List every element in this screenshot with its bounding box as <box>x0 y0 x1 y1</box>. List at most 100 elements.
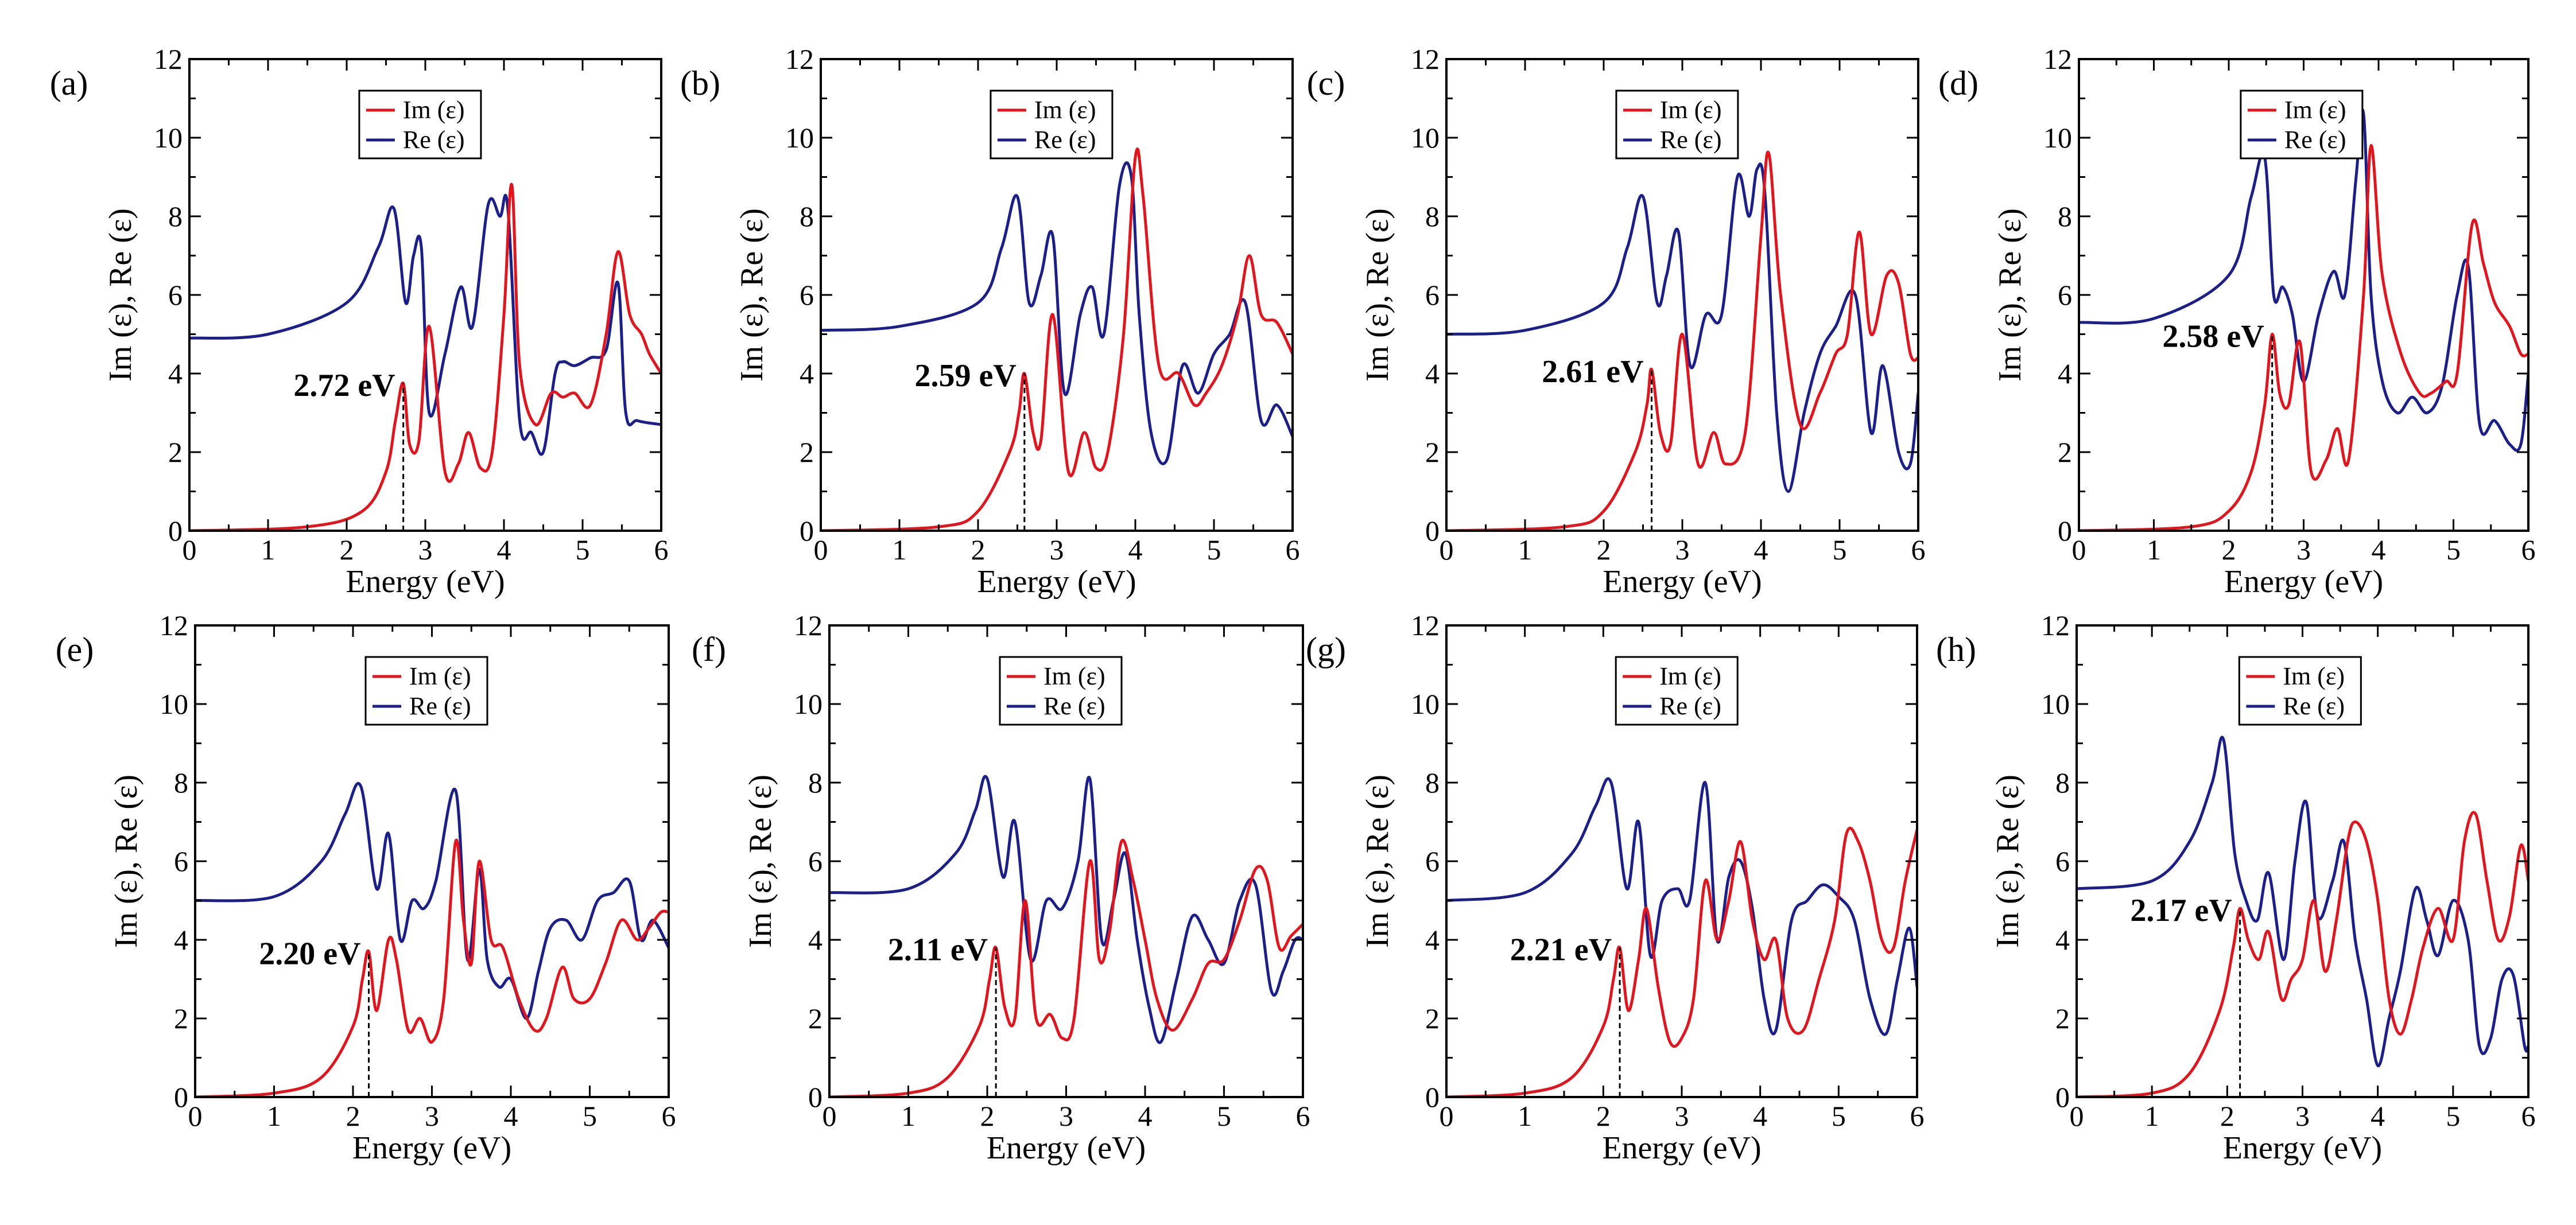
y-tick-label: 2 <box>2058 436 2072 468</box>
x-axis-title: Energy (eV) <box>352 1130 511 1166</box>
x-tick-label: 4 <box>1128 534 1143 566</box>
legend-re-label: Re (ε) <box>2283 692 2345 720</box>
y-tick-label: 8 <box>808 767 823 799</box>
x-tick-label: 1 <box>2145 1100 2159 1132</box>
im-epsilon-line <box>195 838 669 1097</box>
x-axis-title: Energy (eV) <box>2224 564 2383 600</box>
x-tick-label: 6 <box>1286 534 1300 566</box>
legend: Im (ε)Re (ε) <box>990 90 1114 160</box>
x-tick-label: 6 <box>654 534 669 566</box>
im-epsilon-line <box>829 838 1303 1097</box>
legend-im-label: Im (ε) <box>1034 96 1096 124</box>
im-epsilon-line <box>189 182 661 531</box>
y-tick-label: 6 <box>808 845 823 877</box>
y-tick-label: 4 <box>2055 924 2070 956</box>
x-tick-label: 5 <box>1833 534 1847 566</box>
x-tick-label: 1 <box>1518 534 1533 566</box>
y-tick-label: 12 <box>794 609 823 641</box>
y-tick-label: 8 <box>168 200 183 232</box>
curves <box>189 182 661 531</box>
y-tick-label: 4 <box>168 357 183 390</box>
x-tick-label: 4 <box>1754 534 1768 566</box>
x-tick-label: 0 <box>1440 534 1454 566</box>
x-tick-label: 0 <box>183 534 197 566</box>
x-tick-label: 2 <box>980 1100 995 1132</box>
y-tick-label: 12 <box>2041 609 2070 641</box>
y-tick-label: 0 <box>800 515 814 547</box>
x-tick-label: 3 <box>2295 1100 2310 1132</box>
y-tick-label: 6 <box>174 845 188 877</box>
x-tick-label: 6 <box>662 1100 676 1132</box>
band-gap-label: 2.72 eV <box>293 368 395 403</box>
y-tick-label: 10 <box>1411 122 1440 154</box>
x-tick-label: 3 <box>418 534 433 566</box>
x-tick-label: 3 <box>2296 534 2311 566</box>
y-tick-label: 2 <box>800 436 814 468</box>
y-tick-label: 8 <box>1425 200 1440 232</box>
x-tick-label: 4 <box>1753 1100 1767 1132</box>
legend-im-label: Im (ε) <box>1660 96 1722 124</box>
y-tick-label: 2 <box>1425 436 1440 468</box>
y-tick-label: 4 <box>1425 357 1440 390</box>
re-epsilon-line <box>1446 162 1918 493</box>
x-tick-label: 0 <box>823 1100 837 1132</box>
x-tick-label: 2 <box>1597 534 1611 566</box>
y-tick-label: 6 <box>800 279 814 311</box>
panel-label: (f) <box>692 631 726 668</box>
band-gap-label: 2.58 eV <box>2162 319 2264 355</box>
y-tick-label: 0 <box>2058 515 2072 547</box>
y-tick-label: 10 <box>1411 688 1440 720</box>
legend-box <box>1615 90 1739 160</box>
y-tick-label: 6 <box>1425 845 1440 877</box>
y-tick-label: 4 <box>800 357 814 390</box>
y-tick-label: 6 <box>168 279 183 311</box>
band-gap-label: 2.21 eV <box>1510 932 1612 968</box>
x-tick-label: 0 <box>2072 534 2086 566</box>
y-tick-label: 12 <box>1411 43 1440 75</box>
legend-im-label: Im (ε) <box>1043 662 1105 690</box>
re-epsilon-line <box>821 161 1293 465</box>
x-tick-label: 2 <box>2222 534 2236 566</box>
y-tick-label: 2 <box>2055 1002 2070 1035</box>
legend: Im (ε)Re (ε) <box>358 90 482 160</box>
x-tick-label: 1 <box>267 1100 281 1132</box>
legend-box <box>1615 656 1739 726</box>
y-tick-label: 10 <box>794 688 823 720</box>
y-axis-title: Im (ε), Re (ε) <box>1992 208 2028 382</box>
y-tick-label: 2 <box>168 436 183 468</box>
legend-re-label: Re (ε) <box>1659 692 1721 720</box>
band-gap-label: 2.59 eV <box>915 358 1017 394</box>
y-tick-label: 0 <box>2055 1081 2070 1113</box>
curves <box>2079 108 2528 531</box>
legend-box <box>990 90 1114 160</box>
x-tick-label: 6 <box>2521 1100 2536 1132</box>
y-tick-label: 10 <box>160 688 188 720</box>
y-tick-label: 8 <box>800 200 814 232</box>
y-axis-title: Im (ε), Re (ε) <box>108 775 144 948</box>
x-tick-label: 3 <box>1675 534 1690 566</box>
legend-im-label: Im (ε) <box>2283 662 2345 690</box>
curves <box>195 781 669 1097</box>
x-tick-label: 4 <box>2371 1100 2385 1132</box>
curves <box>2077 736 2528 1097</box>
x-tick-label: 4 <box>504 1100 518 1132</box>
x-axis-title: Energy (eV) <box>346 564 505 600</box>
y-tick-label: 10 <box>154 122 183 154</box>
x-axis-title: Energy (eV) <box>987 1130 1146 1166</box>
panel-label: (h) <box>1936 631 1976 668</box>
legend-im-label: Im (ε) <box>1659 662 1721 690</box>
im-epsilon-line <box>2077 811 2528 1097</box>
legend-re-label: Re (ε) <box>403 126 465 154</box>
y-tick-label: 10 <box>2043 122 2072 154</box>
y-axis-title: Im (ε), Re (ε) <box>1360 208 1395 382</box>
panel-label: (e) <box>56 631 94 668</box>
y-tick-label: 8 <box>1425 767 1440 799</box>
y-tick-label: 0 <box>174 1081 188 1113</box>
band-gap-label: 2.17 eV <box>2130 893 2232 928</box>
